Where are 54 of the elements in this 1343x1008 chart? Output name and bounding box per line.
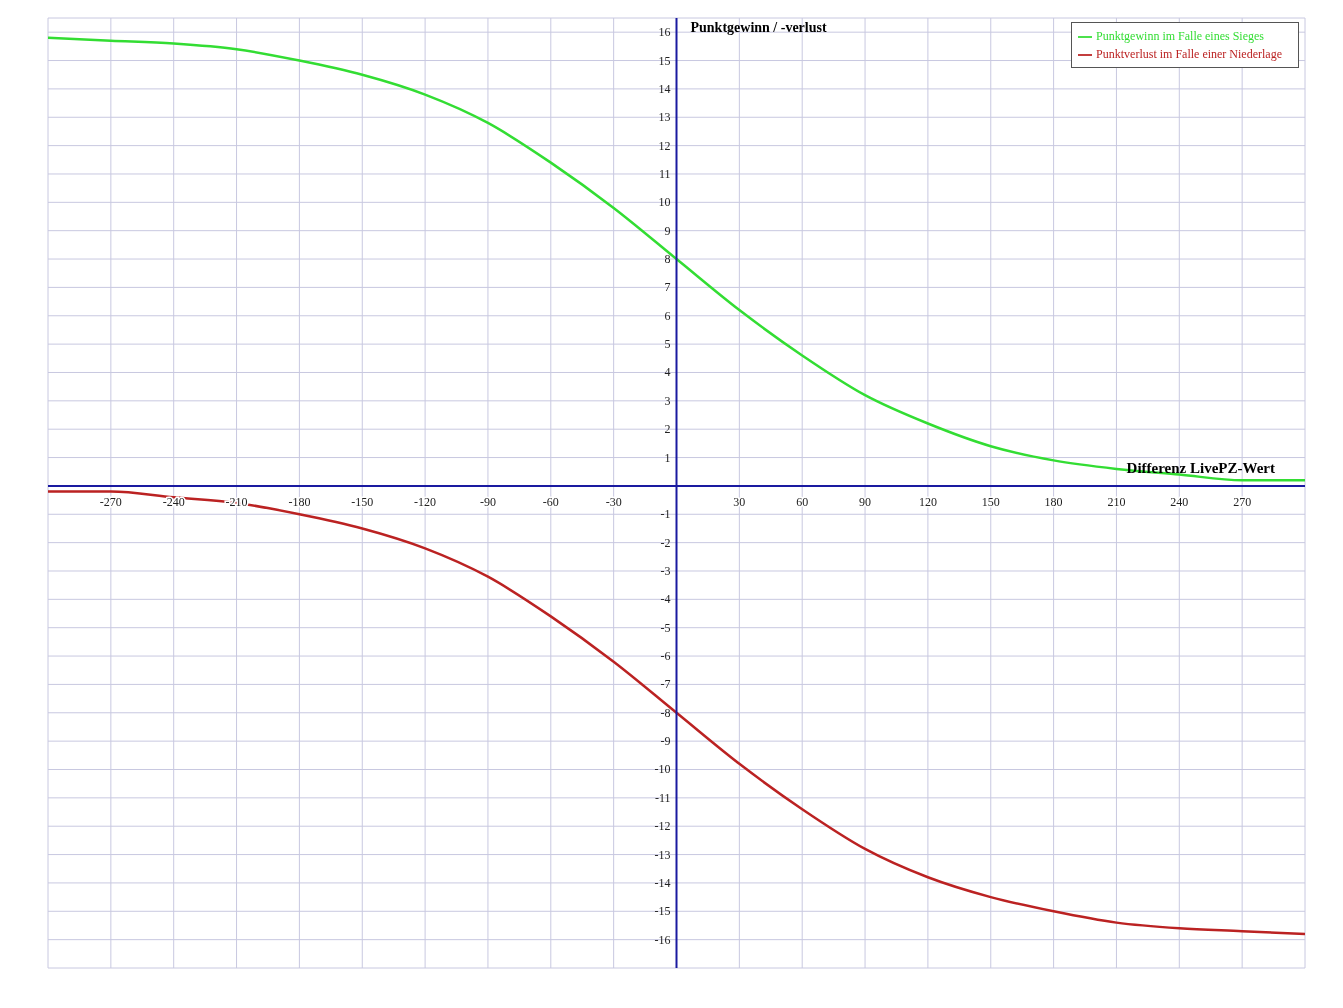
y-tick-label: 15 (658, 53, 671, 68)
y-tick-label: 13 (658, 110, 671, 125)
y-axis-title: Punktgewinn / -verlust (690, 20, 827, 36)
y-tick-label: 7 (664, 280, 671, 295)
x-tick-label: -270 (99, 494, 122, 509)
y-tick-label: 10 (658, 195, 671, 210)
y-tick-label: 6 (664, 308, 671, 323)
x-tick-label: 60 (796, 494, 809, 509)
y-tick-label: 4 (664, 365, 671, 380)
y-tick-label: -13 (654, 847, 671, 862)
y-tick-label: -6 (660, 649, 671, 664)
y-tick-label: -4 (660, 592, 671, 607)
y-tick-label: -10 (654, 762, 671, 777)
x-axis-title: Differenz LivePZ-Wert (1126, 459, 1275, 477)
legend-label: Punktverlust im Falle einer Niederlage (1096, 47, 1282, 61)
y-tick-label: -15 (654, 904, 671, 919)
x-tick-label: 150 (981, 494, 1000, 509)
x-tick-label: 270 (1233, 494, 1252, 509)
x-tick-label: -60 (542, 494, 559, 509)
y-tick-label: -1 (660, 507, 671, 522)
y-tick-label: 16 (658, 25, 671, 40)
y-tick-label: -8 (660, 705, 671, 720)
y-tick-label: 12 (658, 138, 671, 153)
y-tick-label: -7 (660, 677, 671, 692)
y-tick-label: 9 (664, 223, 671, 238)
x-tick-label: 30 (733, 494, 746, 509)
y-tick-label: 2 (664, 422, 671, 437)
line-series (48, 490, 1305, 936)
x-tick-label: 120 (918, 494, 937, 509)
y-tick-label: 8 (664, 252, 671, 267)
y-tick-label: 14 (658, 81, 671, 96)
x-tick-label: -30 (605, 494, 622, 509)
y-tick-label: 1 (664, 450, 671, 465)
x-tick-label: -90 (479, 494, 496, 509)
y-tick-label: -12 (654, 819, 671, 834)
x-tick-label: -240 (162, 494, 185, 509)
y-tick-label: -3 (660, 563, 671, 578)
y-tick-label: -11 (654, 790, 671, 805)
x-tick-label: 180 (1044, 494, 1063, 509)
y-tick-label: -14 (654, 875, 671, 890)
y-tick-label: -16 (654, 932, 671, 947)
y-tick-label: 3 (664, 393, 671, 408)
x-tick-label: -180 (288, 494, 311, 509)
y-tick-label: -2 (660, 535, 671, 550)
x-tick-label: -120 (414, 494, 437, 509)
x-tick-label: 90 (859, 494, 872, 509)
x-tick-label: 240 (1170, 494, 1189, 509)
x-tick-label: 210 (1107, 494, 1126, 509)
x-tick-label: -150 (351, 494, 374, 509)
legend-label: Punktgewinn im Falle eines Sieges (1096, 29, 1265, 43)
y-tick-label: 11 (658, 166, 671, 181)
y-tick-label: 5 (664, 337, 671, 352)
y-tick-label: -5 (660, 620, 671, 635)
y-tick-label: -9 (660, 734, 671, 749)
